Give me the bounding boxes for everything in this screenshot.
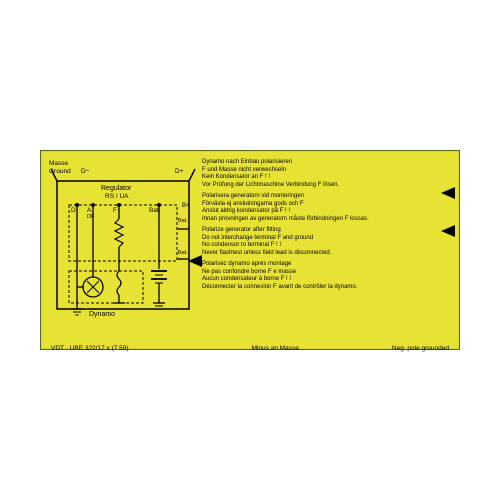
label-f: F (113, 208, 117, 215)
label-bat-top: Bat. (149, 208, 161, 215)
footer-left: VDT · UBE 322/17 x (7.59) (51, 345, 129, 352)
content-row: Masse Ground D− Regulator RS / UA D+ A D… (51, 159, 449, 343)
de-line-0: Dynamo nach Einbau polarisieren (202, 159, 449, 167)
label-masse: Masse (49, 161, 68, 168)
block-sv: Polarisera generatorn vid monteringen Fö… (202, 193, 449, 223)
label-rs-ua: RS / UA (105, 194, 128, 201)
footer-right: Neg. pole grounded (392, 345, 449, 352)
label-regulator: Regulator (101, 185, 131, 192)
fr-line-2: Aucun condensateur à borne F ! ! (202, 276, 449, 284)
de-line-2: Kein Kondensator an F ! ! (202, 174, 449, 182)
de-line-3: Vor Prüfung der Lichtmaschine Verbindung… (202, 182, 449, 190)
en-line-3: Never flashtest unless field lead is dis… (202, 250, 449, 258)
en-line-1: Do not interchange terminal F and ground (202, 235, 449, 243)
label-ground: Ground (49, 169, 71, 176)
label-df: DF (87, 215, 94, 221)
sv-line-0: Polarisera generatorn vid monteringen (202, 193, 449, 201)
label-bat-right2: Bat. (178, 251, 188, 257)
sv-line-1: Förväxla ej anslutningarna gods och F (202, 201, 449, 209)
label-d-plus: D+ (175, 169, 184, 176)
label-b-plus: B+ (182, 203, 190, 209)
sv-line-3: Innan provningen av generatorn måste för… (202, 216, 449, 224)
wiring-diagram: Masse Ground D− Regulator RS / UA D+ A D… (51, 159, 196, 343)
block-en: Polarize generator after fitting Do not … (202, 227, 449, 257)
fr-line-3: Déconnecter la connexion F avant de cont… (202, 284, 449, 292)
label-dynamo: Dynamo (89, 311, 115, 318)
en-line-0: Polarize generator after fitting (202, 227, 449, 235)
en-line-2: No condensor to terminal F ! ! (202, 242, 449, 250)
block-fr: Polarisez dynamo après montage Ne pas co… (202, 261, 449, 291)
footer: VDT · UBE 322/17 x (7.59) Minus an Masse… (51, 345, 449, 352)
sv-line-2: Anslut aldrig kondensator på F ! ! (202, 208, 449, 216)
label-d: D (71, 208, 76, 215)
fr-line-0: Polarisez dynamo après montage (202, 261, 449, 269)
label-d-minus: D− (81, 169, 90, 176)
arrow-icon-3 (188, 255, 202, 267)
arrow-icon-1 (441, 187, 455, 199)
voltage-regulator-decal: Masse Ground D− Regulator RS / UA D+ A D… (40, 150, 460, 350)
fr-line-1: Ne pas confondre borne F e masse (202, 269, 449, 277)
label-bat-right: Bat. (178, 219, 188, 225)
de-line-1: F und Masse nicht verwechseln (202, 167, 449, 175)
footer-mid: Minus an Masse (252, 345, 299, 352)
instruction-text: Dynamo nach Einbau polarisieren F und Ma… (202, 159, 449, 343)
arrow-icon-2 (441, 225, 455, 237)
block-de: Dynamo nach Einbau polarisieren F und Ma… (202, 159, 449, 189)
